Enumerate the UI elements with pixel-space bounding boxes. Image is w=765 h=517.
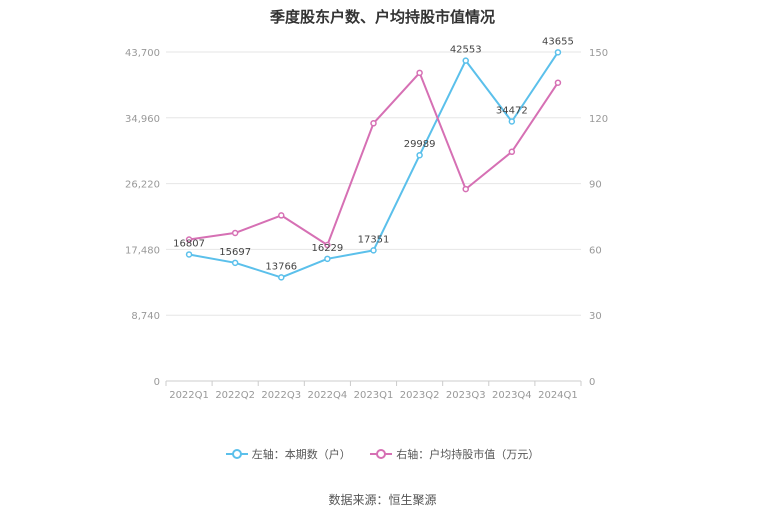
left-axis-tick-label: 34,960	[125, 114, 160, 125]
data-point-1	[508, 148, 516, 156]
right-axis-tick-label: 90	[589, 180, 602, 191]
data-label: 42553	[450, 45, 482, 56]
left-axis-tick-label: 8,740	[131, 311, 160, 322]
right-axis-tick-label: 30	[589, 311, 602, 322]
right-axis-tick-label: 60	[589, 245, 602, 256]
data-source-note: 数据来源：恒生聚源	[328, 493, 437, 507]
data-point-0	[416, 151, 423, 159]
data-label: 15697	[219, 247, 251, 258]
data-point-1	[278, 212, 285, 219]
data-point-0	[185, 251, 193, 258]
x-axis-tick-label: 2023Q1	[354, 390, 394, 401]
legend-item-households[interactable]: 左轴：本期数（户）	[225, 446, 351, 462]
chart-title: 季度股东户数、户均持股市值情况	[269, 8, 495, 26]
x-axis-tick-label: 2022Q4	[308, 390, 348, 401]
legend-label-households: 左轴：本期数（户）	[251, 448, 351, 461]
data-label: 43655	[542, 36, 574, 47]
right-axis-tick-label: 150	[589, 48, 608, 59]
legend-marker-avg-value-icon	[370, 449, 393, 459]
data-point-0	[508, 118, 516, 125]
data-point-0	[554, 49, 562, 56]
data-point-0	[278, 274, 285, 281]
data-point-1	[416, 69, 423, 77]
x-axis-tick-label: 2022Q3	[261, 390, 301, 401]
data-point-1	[231, 229, 239, 237]
data-label: 13766	[265, 261, 297, 272]
data-label: 29989	[404, 139, 436, 150]
data-point-0	[231, 259, 239, 267]
right-axis-tick-label: 0	[589, 377, 595, 388]
data-point-1	[554, 79, 562, 86]
data-point-0	[462, 57, 469, 64]
x-axis-tick-label: 2024Q1	[538, 390, 578, 401]
x-axis-tick-label: 2023Q3	[446, 390, 486, 401]
x-axis-tick-label: 2023Q2	[400, 390, 440, 401]
data-point-0	[324, 255, 331, 263]
series-line-1	[188, 71, 559, 246]
legend-label-avg-value: 右轴：户均持股市值（万元）	[396, 448, 540, 461]
legend-marker-households-icon	[225, 449, 248, 459]
chart-legend: 左轴：本期数（户） 右轴：户均持股市值（万元）	[0, 446, 765, 463]
left-axis-tick-label: 26,220	[125, 180, 160, 191]
x-axis-tick-label: 2022Q2	[215, 390, 255, 401]
data-label: 17351	[358, 234, 390, 245]
data-point-1	[185, 236, 193, 243]
data-point-1	[324, 241, 331, 249]
data-point-1	[462, 185, 469, 193]
x-axis-tick-label: 2022Q1	[169, 390, 209, 401]
right-axis-tick-label: 120	[589, 114, 608, 125]
data-label: 16229	[311, 243, 343, 254]
data-label: 34472	[496, 105, 528, 116]
data-point-1	[370, 120, 377, 127]
data-point-0	[370, 247, 377, 254]
legend-item-avg-value[interactable]: 右轴：户均持股市值（万元）	[370, 446, 539, 462]
data-label: 16807	[173, 238, 205, 249]
left-axis-tick-label: 0	[154, 377, 160, 388]
left-axis-tick-label: 43,700	[125, 48, 160, 59]
left-axis-tick-label: 17,480	[125, 245, 160, 256]
x-axis-tick-label: 2023Q4	[492, 390, 532, 401]
